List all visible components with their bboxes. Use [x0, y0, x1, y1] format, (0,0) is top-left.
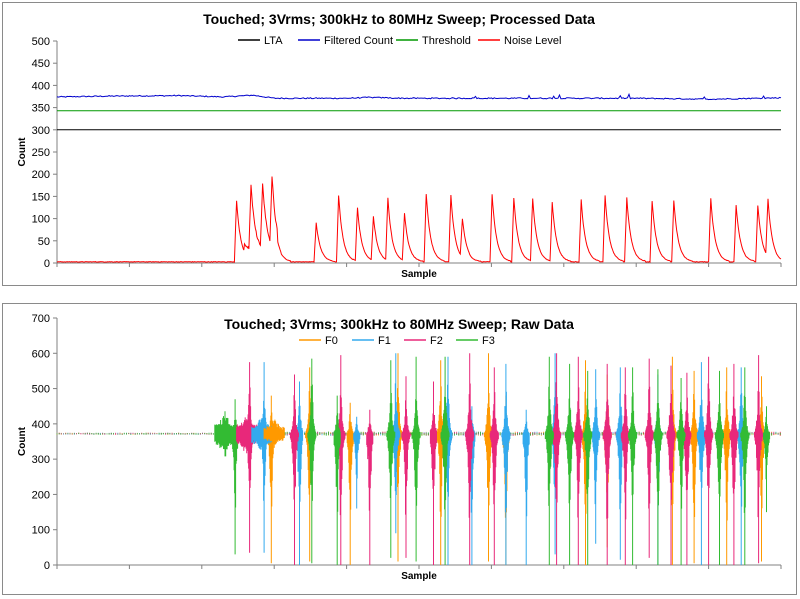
y-tick-label: 700	[32, 313, 50, 325]
series-f2-peak	[602, 363, 612, 565]
y-axis-label: Count	[17, 426, 28, 456]
series-f2-peak	[489, 367, 499, 565]
legend-label: Noise Level	[504, 35, 561, 47]
series-f1-peak	[696, 362, 706, 565]
series-noise-level-line	[56, 176, 782, 263]
series-f3-peak	[714, 370, 724, 565]
y-axis-label: Count	[17, 137, 28, 167]
series-f3-peak	[763, 406, 771, 513]
series-f1-peak	[353, 416, 361, 509]
series-f2-peak	[401, 376, 411, 558]
series-f2-peak	[729, 363, 739, 565]
y-tick-label: 500	[32, 384, 50, 396]
legend-label: Threshold	[422, 35, 471, 47]
legend-label: LTA	[264, 35, 283, 47]
chart-title: Touched; 3Vrms; 300kHz to 80MHz Sweep; R…	[224, 316, 574, 332]
legend-label: F3	[482, 335, 495, 347]
series-f3-peak	[628, 367, 638, 565]
series-f3-peak	[440, 356, 450, 565]
series-f0-peak	[689, 370, 699, 564]
series-f2-peak	[289, 374, 299, 565]
series-f3-onset-burst	[214, 411, 236, 457]
series-f0-onset-burst	[263, 419, 285, 448]
y-tick-label: 100	[32, 525, 50, 537]
series-f3-peak	[386, 360, 396, 558]
legend-label: F0	[325, 335, 338, 347]
series-f0-peak	[483, 353, 494, 562]
raw-data-chart-panel: Touched; 3Vrms; 300kHz to 80MHz Sweep; R…	[2, 303, 797, 595]
y-tick-label: 600	[32, 348, 50, 360]
y-tick-label: 400	[32, 419, 50, 431]
series-f2-peak	[754, 355, 764, 564]
series-f1-peak	[591, 369, 601, 544]
series-f2-peak	[573, 356, 583, 565]
series-f2-peak	[682, 372, 692, 565]
y-tick-label: 100	[32, 214, 50, 226]
series-f1-peak	[296, 381, 304, 565]
series-f1-peak	[615, 367, 625, 560]
series-f1-peak	[259, 362, 269, 553]
y-tick-label: 0	[44, 258, 50, 270]
y-tick-label: 300	[32, 125, 50, 137]
series-f3-peak	[676, 378, 686, 565]
y-tick-label: 350	[32, 103, 50, 115]
chart-title: Touched; 3Vrms; 300kHz to 80MHz Sweep; P…	[203, 11, 595, 27]
series-f2-peak	[429, 381, 437, 565]
processed-data-chart: Touched; 3Vrms; 300kHz to 80MHz Sweep; P…	[17, 11, 782, 280]
series-f0-peak	[346, 402, 354, 565]
y-tick-label: 400	[32, 80, 50, 92]
processed-data-chart-panel: Touched; 3Vrms; 300kHz to 80MHz Sweep; P…	[2, 2, 797, 286]
series-f3-peak	[231, 399, 239, 555]
series-f2-peak	[245, 362, 255, 553]
series-f3-peak	[565, 363, 575, 565]
series-f1-peak	[522, 409, 530, 565]
y-tick-label: 250	[32, 147, 50, 159]
x-axis-label: Sample	[401, 571, 437, 582]
series-f3-peak	[653, 369, 663, 565]
legend-label: Filtered Count	[324, 35, 393, 47]
y-tick-label: 50	[38, 236, 50, 248]
y-tick-label: 150	[32, 191, 50, 203]
series-f3-peak	[411, 356, 421, 562]
y-tick-label: 500	[32, 36, 50, 48]
y-tick-label: 200	[32, 489, 50, 501]
series-f0-peak	[267, 395, 275, 564]
legend-label: F2	[430, 335, 443, 347]
series-f0-peak	[722, 367, 732, 565]
raw-data-chart: Touched; 3Vrms; 300kHz to 80MHz Sweep; R…	[17, 313, 782, 582]
series-f2-peak	[620, 367, 630, 565]
series-f1-peak	[501, 363, 511, 565]
series-f3-peak	[544, 356, 554, 565]
y-tick-label: 450	[32, 58, 50, 70]
series-f3-peak	[307, 358, 317, 564]
series-f3-peak	[740, 367, 750, 565]
series-f2-peak	[366, 409, 374, 565]
y-tick-label: 0	[44, 560, 50, 572]
series-f2-peak	[704, 356, 714, 565]
y-tick-label: 200	[32, 169, 50, 181]
series-f2-peak	[666, 365, 676, 565]
series-f3-peak	[333, 395, 341, 565]
y-tick-label: 300	[32, 454, 50, 466]
series-f2-peak	[644, 358, 654, 558]
x-axis-label: Sample	[401, 269, 437, 280]
series-f2-peak	[465, 353, 475, 565]
series-filtered-count-line	[56, 92, 782, 101]
legend-label: F1	[378, 335, 391, 347]
series-f3-peak	[583, 370, 593, 565]
